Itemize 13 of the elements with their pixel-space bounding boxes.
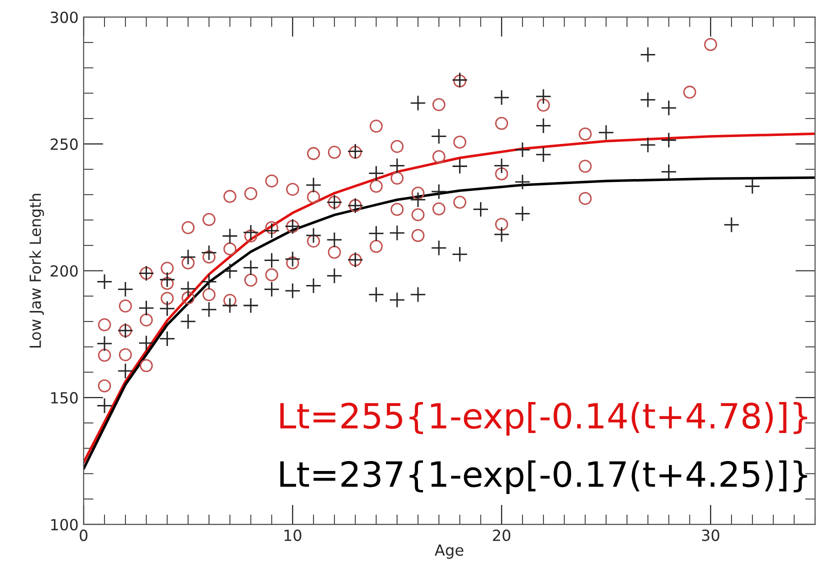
- x-tick-label: 30: [702, 530, 720, 542]
- y-tick-label: 300: [50, 12, 78, 24]
- x-tick-label: 0: [80, 530, 88, 542]
- x-tick-label: 20: [493, 530, 510, 542]
- annotation: Lt=255{1-exp[-0.14(t+4.78)]}: [280, 402, 808, 436]
- x-axis-title: Age: [434, 544, 464, 559]
- y-tick-label: 150: [51, 392, 78, 404]
- annotation: Lt=237{1-exp[-0.17(t+4.25)]}: [280, 460, 808, 494]
- y-tick-label: 250: [50, 138, 78, 150]
- y-axis-title: Low Jaw Fork Length: [29, 194, 44, 348]
- x-tick-label: 10: [284, 530, 302, 542]
- y-tick-label: 100: [51, 518, 78, 530]
- y-tick-label: 200: [50, 265, 78, 277]
